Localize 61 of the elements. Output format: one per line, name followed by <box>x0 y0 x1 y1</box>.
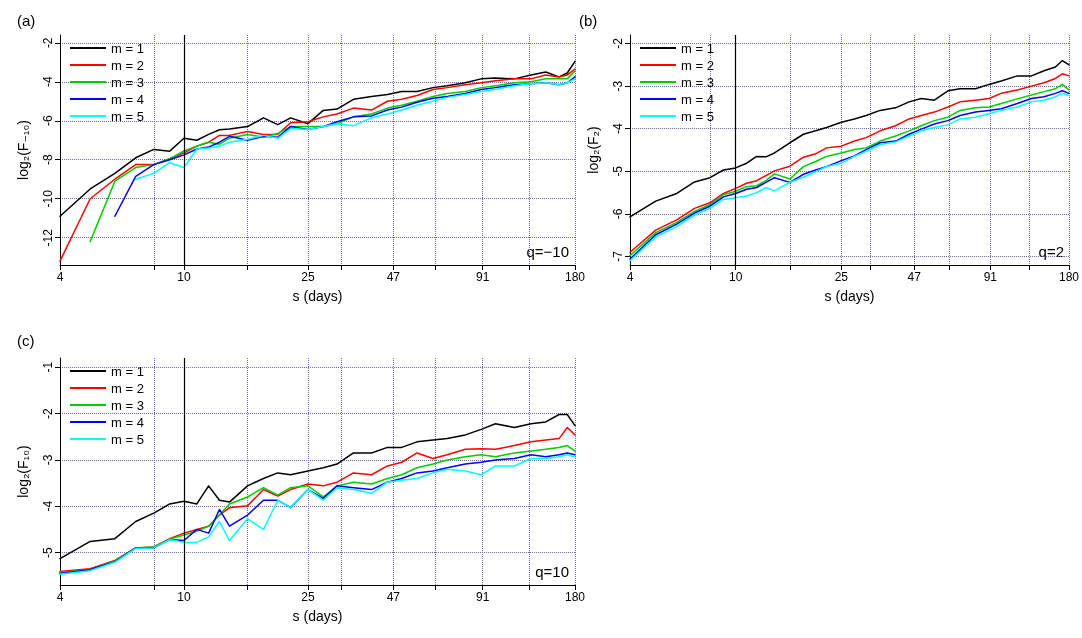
legend-label: m = 4 <box>681 91 714 107</box>
legend-label: m = 5 <box>111 431 144 447</box>
y-tick-label: -3 <box>611 80 625 92</box>
legend-label: m = 2 <box>111 57 144 73</box>
x-tick-label: 25 <box>301 590 315 604</box>
y-axis-title: log₂(F₂) <box>585 126 601 174</box>
x-tick-label: 10 <box>177 590 191 604</box>
x-tick-label: 47 <box>907 270 922 284</box>
y-tick-label: -4 <box>41 500 55 512</box>
y-tick-label: -2 <box>41 407 55 419</box>
chart-title: (b) <box>579 12 598 29</box>
x-tick-label: 4 <box>56 590 64 604</box>
chart-title: (a) <box>17 12 36 29</box>
legend-label: m = 1 <box>681 40 714 56</box>
legend-label: m = 1 <box>111 363 144 379</box>
y-tick-label: -4 <box>41 76 55 88</box>
legend-label: m = 5 <box>681 108 714 124</box>
legend-label: m = 4 <box>111 91 144 107</box>
x-tick-label: 4 <box>626 270 634 284</box>
y-tick-label: -2 <box>611 37 625 49</box>
y-tick-label: -4 <box>611 123 625 135</box>
y-tick-label: -7 <box>611 250 625 262</box>
chart-title: (c) <box>17 332 35 349</box>
legend-label: m = 4 <box>111 414 144 430</box>
y-tick-label: -2 <box>41 37 55 49</box>
x-tick-label: 25 <box>834 270 849 284</box>
x-tick-label: 10 <box>177 270 191 284</box>
legend-label: m = 3 <box>111 74 144 90</box>
legend-label: m = 3 <box>681 74 714 90</box>
legend-label: m = 2 <box>681 57 714 73</box>
x-tick-label: 91 <box>476 270 490 284</box>
x-tick-label: 91 <box>476 590 490 604</box>
y-tick-label: -6 <box>611 208 625 220</box>
x-tick-label: 47 <box>386 590 401 604</box>
x-tick-label: 91 <box>983 270 998 284</box>
x-axis-title: s (days) <box>824 288 875 304</box>
x-tick-label: 180 <box>1058 270 1080 284</box>
annotation: q=−10 <box>526 243 569 260</box>
legend-label: m = 5 <box>111 108 144 124</box>
x-tick-label: 180 <box>564 270 586 284</box>
y-tick-label: -3 <box>41 454 55 466</box>
y-tick-label: -1 <box>41 361 55 373</box>
y-tick-label: -12 <box>41 228 55 247</box>
y-axis-title: log₂(F₁₀) <box>15 445 31 498</box>
x-axis-title: s (days) <box>292 608 343 624</box>
x-tick-label: 4 <box>56 270 64 284</box>
x-axis-title: s (days) <box>292 288 343 304</box>
x-tick-label: 180 <box>564 590 586 604</box>
y-axis-title: log₂(F₋₁₀) <box>15 120 31 180</box>
y-tick-label: -6 <box>41 115 55 127</box>
y-tick-label: -8 <box>41 154 55 166</box>
x-tick-label: 25 <box>301 270 315 284</box>
y-tick-label: -5 <box>41 546 55 558</box>
y-tick-label: -5 <box>611 165 625 177</box>
y-tick-label: -10 <box>41 189 55 208</box>
x-tick-label: 47 <box>386 270 401 284</box>
legend-label: m = 1 <box>111 40 144 56</box>
legend-label: m = 3 <box>111 397 144 413</box>
annotation: q=10 <box>535 563 570 580</box>
legend-label: m = 2 <box>111 380 144 396</box>
x-tick-label: 10 <box>728 270 743 284</box>
